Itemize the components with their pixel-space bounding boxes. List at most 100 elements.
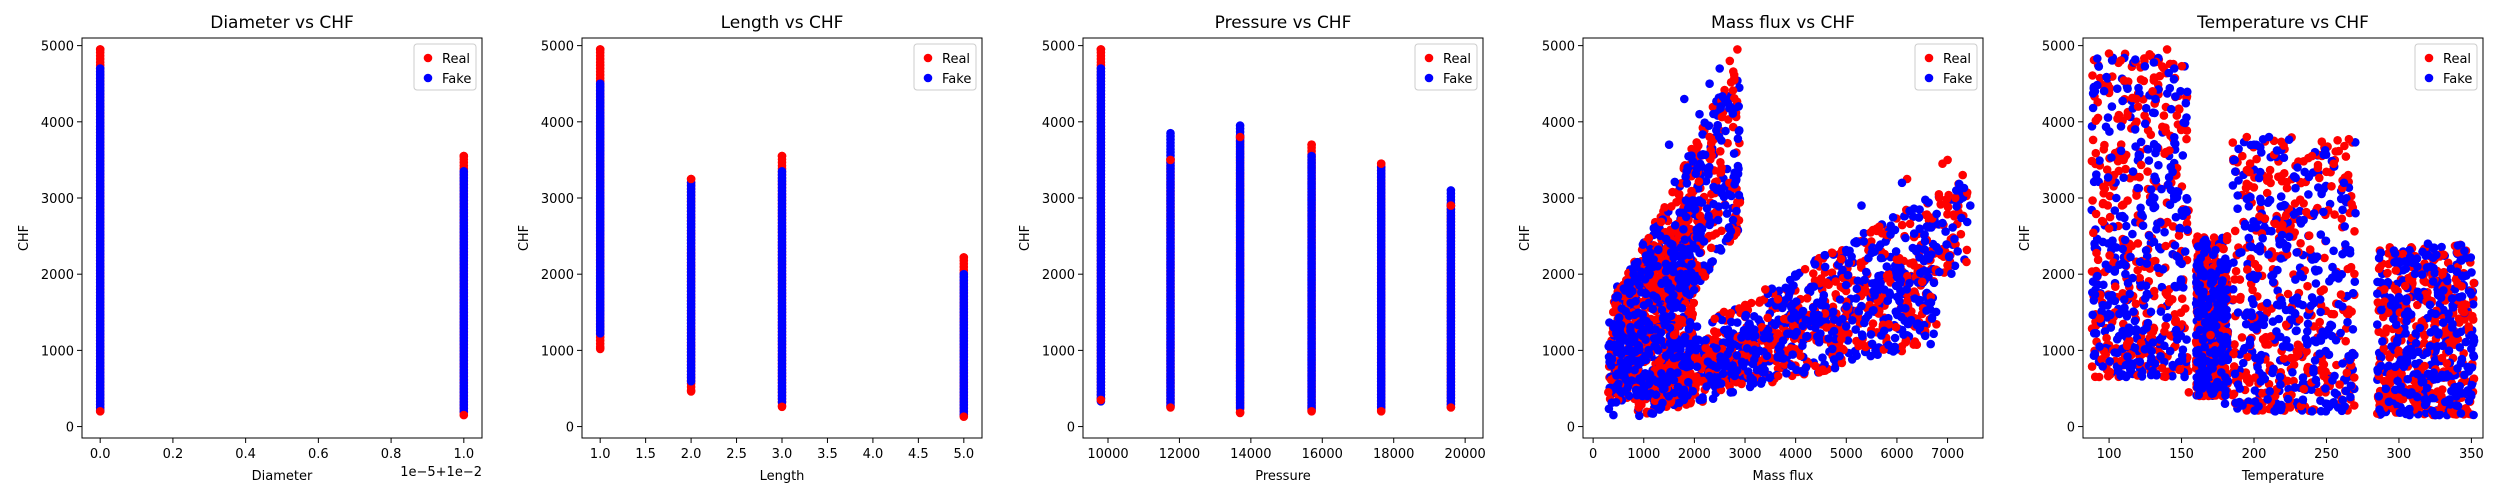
data-point xyxy=(1447,201,1456,210)
data-point xyxy=(1923,267,1932,276)
data-point xyxy=(1686,200,1695,209)
data-point xyxy=(1682,213,1691,222)
data-point xyxy=(1718,113,1727,122)
data-point xyxy=(1852,294,1861,303)
y-tick-label: 4000 xyxy=(1542,116,1575,131)
data-point xyxy=(1693,229,1702,238)
data-point xyxy=(1842,246,1851,255)
data-point xyxy=(1725,223,1734,232)
x-axis-label: Pressure xyxy=(1255,469,1311,484)
data-point xyxy=(1943,261,1952,270)
data-point xyxy=(1709,394,1718,403)
data-point xyxy=(1925,223,1934,232)
data-point xyxy=(1715,133,1724,142)
y-tick-label: 5000 xyxy=(41,40,74,55)
data-point xyxy=(1652,293,1661,302)
data-layer xyxy=(596,45,968,421)
data-point xyxy=(1802,363,1811,372)
x-tick-label: 0 xyxy=(1589,447,1597,462)
data-point xyxy=(1742,311,1751,320)
x-tick-label: 0.0 xyxy=(90,447,111,462)
data-point xyxy=(1725,104,1734,113)
data-point xyxy=(1924,198,1933,207)
data-point xyxy=(1675,284,1684,293)
data-point xyxy=(1236,409,1245,418)
x-tick-label: 0.4 xyxy=(235,447,256,462)
data-point xyxy=(1724,350,1733,359)
legend-marker-fake xyxy=(1925,74,1934,83)
x-tick-label: 2.0 xyxy=(681,447,702,462)
data-point xyxy=(1666,368,1675,377)
data-point xyxy=(1656,380,1665,389)
data-point xyxy=(1860,319,1869,328)
data-point xyxy=(1799,307,1808,316)
x-tick-label: 18000 xyxy=(1373,447,1414,462)
data-point xyxy=(1704,212,1713,221)
data-point xyxy=(1666,324,1675,333)
data-point xyxy=(1918,278,1927,287)
data-point xyxy=(1916,296,1925,305)
data-point xyxy=(1828,345,1837,354)
x-tick-label: 0.8 xyxy=(381,447,402,462)
data-point xyxy=(1693,362,1702,371)
data-point xyxy=(1950,235,1959,244)
data-point xyxy=(1891,343,1900,352)
data-point xyxy=(1631,348,1640,357)
data-point xyxy=(1704,167,1713,176)
y-tick-label: 0 xyxy=(1067,421,1075,436)
data-point xyxy=(1671,178,1680,187)
data-point xyxy=(1857,261,1866,270)
data-point xyxy=(1612,293,1621,302)
data-point xyxy=(1604,388,1613,397)
data-point xyxy=(1713,380,1722,389)
data-point xyxy=(1757,379,1766,388)
data-point xyxy=(1903,285,1912,294)
data-point xyxy=(1750,325,1759,334)
y-tick-label: 0 xyxy=(566,421,574,436)
data-point xyxy=(1097,396,1106,405)
legend-marker-real xyxy=(1925,54,1934,63)
data-point xyxy=(1778,304,1787,313)
x-axis-label: Diameter xyxy=(252,469,313,484)
data-point xyxy=(1717,164,1726,173)
data-point xyxy=(1875,243,1884,252)
data-point xyxy=(2160,111,2169,120)
data-point xyxy=(1758,368,1767,377)
data-point xyxy=(1854,342,1863,351)
data-point xyxy=(1817,301,1826,310)
data-point xyxy=(1694,141,1703,150)
data-point xyxy=(1634,403,1643,412)
data-point xyxy=(1447,403,1456,412)
y-tick-label: 3000 xyxy=(541,192,574,207)
data-point xyxy=(1787,362,1796,371)
data-point xyxy=(2088,71,2097,80)
data-point xyxy=(1646,370,1655,379)
data-point xyxy=(1854,307,1863,316)
data-point xyxy=(1877,254,1886,263)
data-point xyxy=(1848,355,1857,364)
data-point xyxy=(1683,339,1692,348)
data-point xyxy=(1868,249,1877,258)
data-point xyxy=(1899,330,1908,339)
legend-label-real: Real xyxy=(1443,52,1471,67)
data-point xyxy=(1927,298,1936,307)
data-point xyxy=(1820,251,1829,260)
data-point xyxy=(1803,294,1812,303)
data-point xyxy=(1700,118,1709,127)
data-point xyxy=(1935,268,1944,277)
data-point xyxy=(1717,246,1726,255)
x-tick-label: 1.0 xyxy=(590,447,611,462)
data-point xyxy=(96,407,105,416)
data-point xyxy=(1930,279,1939,288)
data-point xyxy=(1952,202,1961,211)
data-point xyxy=(1639,240,1648,249)
data-point xyxy=(1662,267,1671,276)
data-point xyxy=(1720,308,1729,317)
data-point xyxy=(1912,321,1921,330)
x-tick-label: 2000 xyxy=(1678,447,1711,462)
data-point xyxy=(596,329,605,338)
data-point xyxy=(1886,230,1895,239)
data-point xyxy=(1883,262,1892,271)
